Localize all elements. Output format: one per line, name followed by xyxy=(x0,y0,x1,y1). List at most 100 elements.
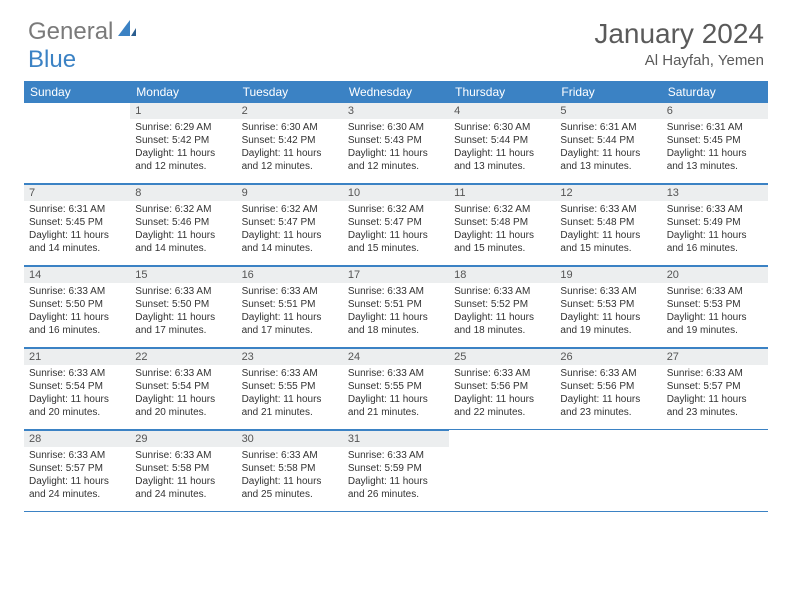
day-details: Sunrise: 6:32 AMSunset: 5:47 PMDaylight:… xyxy=(343,201,449,265)
day-number: 2 xyxy=(237,103,343,119)
sunset-text: Sunset: 5:50 PM xyxy=(135,298,231,311)
calendar-cell xyxy=(662,430,768,512)
day-number: 14 xyxy=(24,266,130,283)
sunrise-text: Sunrise: 6:33 AM xyxy=(667,285,763,298)
sunrise-text: Sunrise: 6:33 AM xyxy=(242,285,338,298)
day-details xyxy=(449,435,555,499)
daylight-text: Daylight: 11 hours xyxy=(560,311,656,324)
daylight-text: and 21 minutes. xyxy=(348,406,444,419)
day-number: 10 xyxy=(343,184,449,201)
day-number: 23 xyxy=(237,348,343,365)
sunset-text: Sunset: 5:47 PM xyxy=(242,216,338,229)
calendar-cell: 11Sunrise: 6:32 AMSunset: 5:48 PMDayligh… xyxy=(449,184,555,266)
sunrise-text: Sunrise: 6:33 AM xyxy=(667,203,763,216)
sunset-text: Sunset: 5:47 PM xyxy=(348,216,444,229)
daylight-text: and 16 minutes. xyxy=(29,324,125,337)
logo: General xyxy=(28,18,140,46)
day-details: Sunrise: 6:33 AMSunset: 5:54 PMDaylight:… xyxy=(24,365,130,429)
daylight-text: Daylight: 11 hours xyxy=(454,147,550,160)
day-details: Sunrise: 6:33 AMSunset: 5:50 PMDaylight:… xyxy=(24,283,130,347)
sunrise-text: Sunrise: 6:30 AM xyxy=(242,121,338,134)
logo-text-blue: Blue xyxy=(28,46,76,73)
day-details: Sunrise: 6:33 AMSunset: 5:57 PMDaylight:… xyxy=(662,365,768,429)
daylight-text: Daylight: 11 hours xyxy=(135,147,231,160)
daylight-text: Daylight: 11 hours xyxy=(560,147,656,160)
daylight-text: Daylight: 11 hours xyxy=(29,475,125,488)
day-number: 1 xyxy=(130,103,236,119)
weekday-header: Tuesday xyxy=(237,81,343,103)
daylight-text: and 24 minutes. xyxy=(29,488,125,501)
sunrise-text: Sunrise: 6:33 AM xyxy=(29,285,125,298)
sunrise-text: Sunrise: 6:32 AM xyxy=(454,203,550,216)
day-details: Sunrise: 6:33 AMSunset: 5:54 PMDaylight:… xyxy=(130,365,236,429)
location-title: Al Hayfah, Yemen xyxy=(594,52,764,69)
day-details: Sunrise: 6:30 AMSunset: 5:42 PMDaylight:… xyxy=(237,119,343,183)
sunrise-text: Sunrise: 6:33 AM xyxy=(560,285,656,298)
day-details xyxy=(24,107,130,171)
sunrise-text: Sunrise: 6:33 AM xyxy=(348,367,444,380)
sunset-text: Sunset: 5:53 PM xyxy=(560,298,656,311)
month-title: January 2024 xyxy=(594,18,764,50)
day-number: 11 xyxy=(449,184,555,201)
sunrise-text: Sunrise: 6:31 AM xyxy=(29,203,125,216)
day-number: 16 xyxy=(237,266,343,283)
calendar-cell: 4Sunrise: 6:30 AMSunset: 5:44 PMDaylight… xyxy=(449,103,555,184)
daylight-text: Daylight: 11 hours xyxy=(242,147,338,160)
weekday-header: Thursday xyxy=(449,81,555,103)
day-number: 20 xyxy=(662,266,768,283)
logo-text-blue-wrap: Blue xyxy=(28,46,76,74)
calendar-cell: 15Sunrise: 6:33 AMSunset: 5:50 PMDayligh… xyxy=(130,266,236,348)
calendar-cell: 1Sunrise: 6:29 AMSunset: 5:42 PMDaylight… xyxy=(130,103,236,184)
calendar-cell: 31Sunrise: 6:33 AMSunset: 5:59 PMDayligh… xyxy=(343,430,449,512)
calendar-cell xyxy=(449,430,555,512)
sunset-text: Sunset: 5:59 PM xyxy=(348,462,444,475)
day-number: 7 xyxy=(24,184,130,201)
daylight-text: and 23 minutes. xyxy=(560,406,656,419)
calendar-cell: 26Sunrise: 6:33 AMSunset: 5:56 PMDayligh… xyxy=(555,348,661,430)
daylight-text: and 18 minutes. xyxy=(348,324,444,337)
day-number: 24 xyxy=(343,348,449,365)
sunrise-text: Sunrise: 6:33 AM xyxy=(135,449,231,462)
day-details: Sunrise: 6:33 AMSunset: 5:48 PMDaylight:… xyxy=(555,201,661,265)
sunrise-text: Sunrise: 6:33 AM xyxy=(242,449,338,462)
calendar-row: 28Sunrise: 6:33 AMSunset: 5:57 PMDayligh… xyxy=(24,430,768,512)
daylight-text: and 12 minutes. xyxy=(348,160,444,173)
daylight-text: and 12 minutes. xyxy=(242,160,338,173)
sunset-text: Sunset: 5:42 PM xyxy=(242,134,338,147)
day-number: 6 xyxy=(662,103,768,119)
sunset-text: Sunset: 5:44 PM xyxy=(560,134,656,147)
calendar-cell: 9Sunrise: 6:32 AMSunset: 5:47 PMDaylight… xyxy=(237,184,343,266)
calendar-cell: 24Sunrise: 6:33 AMSunset: 5:55 PMDayligh… xyxy=(343,348,449,430)
daylight-text: Daylight: 11 hours xyxy=(135,229,231,242)
daylight-text: and 14 minutes. xyxy=(135,242,231,255)
calendar-body: 1Sunrise: 6:29 AMSunset: 5:42 PMDaylight… xyxy=(24,103,768,512)
daylight-text: and 14 minutes. xyxy=(242,242,338,255)
weekday-header: Wednesday xyxy=(343,81,449,103)
daylight-text: Daylight: 11 hours xyxy=(242,311,338,324)
daylight-text: and 26 minutes. xyxy=(348,488,444,501)
sunrise-text: Sunrise: 6:32 AM xyxy=(242,203,338,216)
sunrise-text: Sunrise: 6:33 AM xyxy=(29,367,125,380)
day-number: 18 xyxy=(449,266,555,283)
day-details: Sunrise: 6:32 AMSunset: 5:47 PMDaylight:… xyxy=(237,201,343,265)
calendar-row: 14Sunrise: 6:33 AMSunset: 5:50 PMDayligh… xyxy=(24,266,768,348)
calendar-cell: 20Sunrise: 6:33 AMSunset: 5:53 PMDayligh… xyxy=(662,266,768,348)
daylight-text: Daylight: 11 hours xyxy=(560,393,656,406)
sunrise-text: Sunrise: 6:33 AM xyxy=(560,203,656,216)
sunset-text: Sunset: 5:55 PM xyxy=(348,380,444,393)
daylight-text: Daylight: 11 hours xyxy=(135,475,231,488)
sunrise-text: Sunrise: 6:33 AM xyxy=(667,367,763,380)
sunset-text: Sunset: 5:55 PM xyxy=(242,380,338,393)
day-number: 13 xyxy=(662,184,768,201)
daylight-text: Daylight: 11 hours xyxy=(135,393,231,406)
sunset-text: Sunset: 5:48 PM xyxy=(454,216,550,229)
day-number: 12 xyxy=(555,184,661,201)
sunset-text: Sunset: 5:57 PM xyxy=(667,380,763,393)
day-number: 26 xyxy=(555,348,661,365)
sunset-text: Sunset: 5:49 PM xyxy=(667,216,763,229)
day-details: Sunrise: 6:33 AMSunset: 5:50 PMDaylight:… xyxy=(130,283,236,347)
sunrise-text: Sunrise: 6:33 AM xyxy=(348,285,444,298)
calendar-cell: 3Sunrise: 6:30 AMSunset: 5:43 PMDaylight… xyxy=(343,103,449,184)
calendar-cell: 10Sunrise: 6:32 AMSunset: 5:47 PMDayligh… xyxy=(343,184,449,266)
day-details: Sunrise: 6:33 AMSunset: 5:57 PMDaylight:… xyxy=(24,447,130,511)
